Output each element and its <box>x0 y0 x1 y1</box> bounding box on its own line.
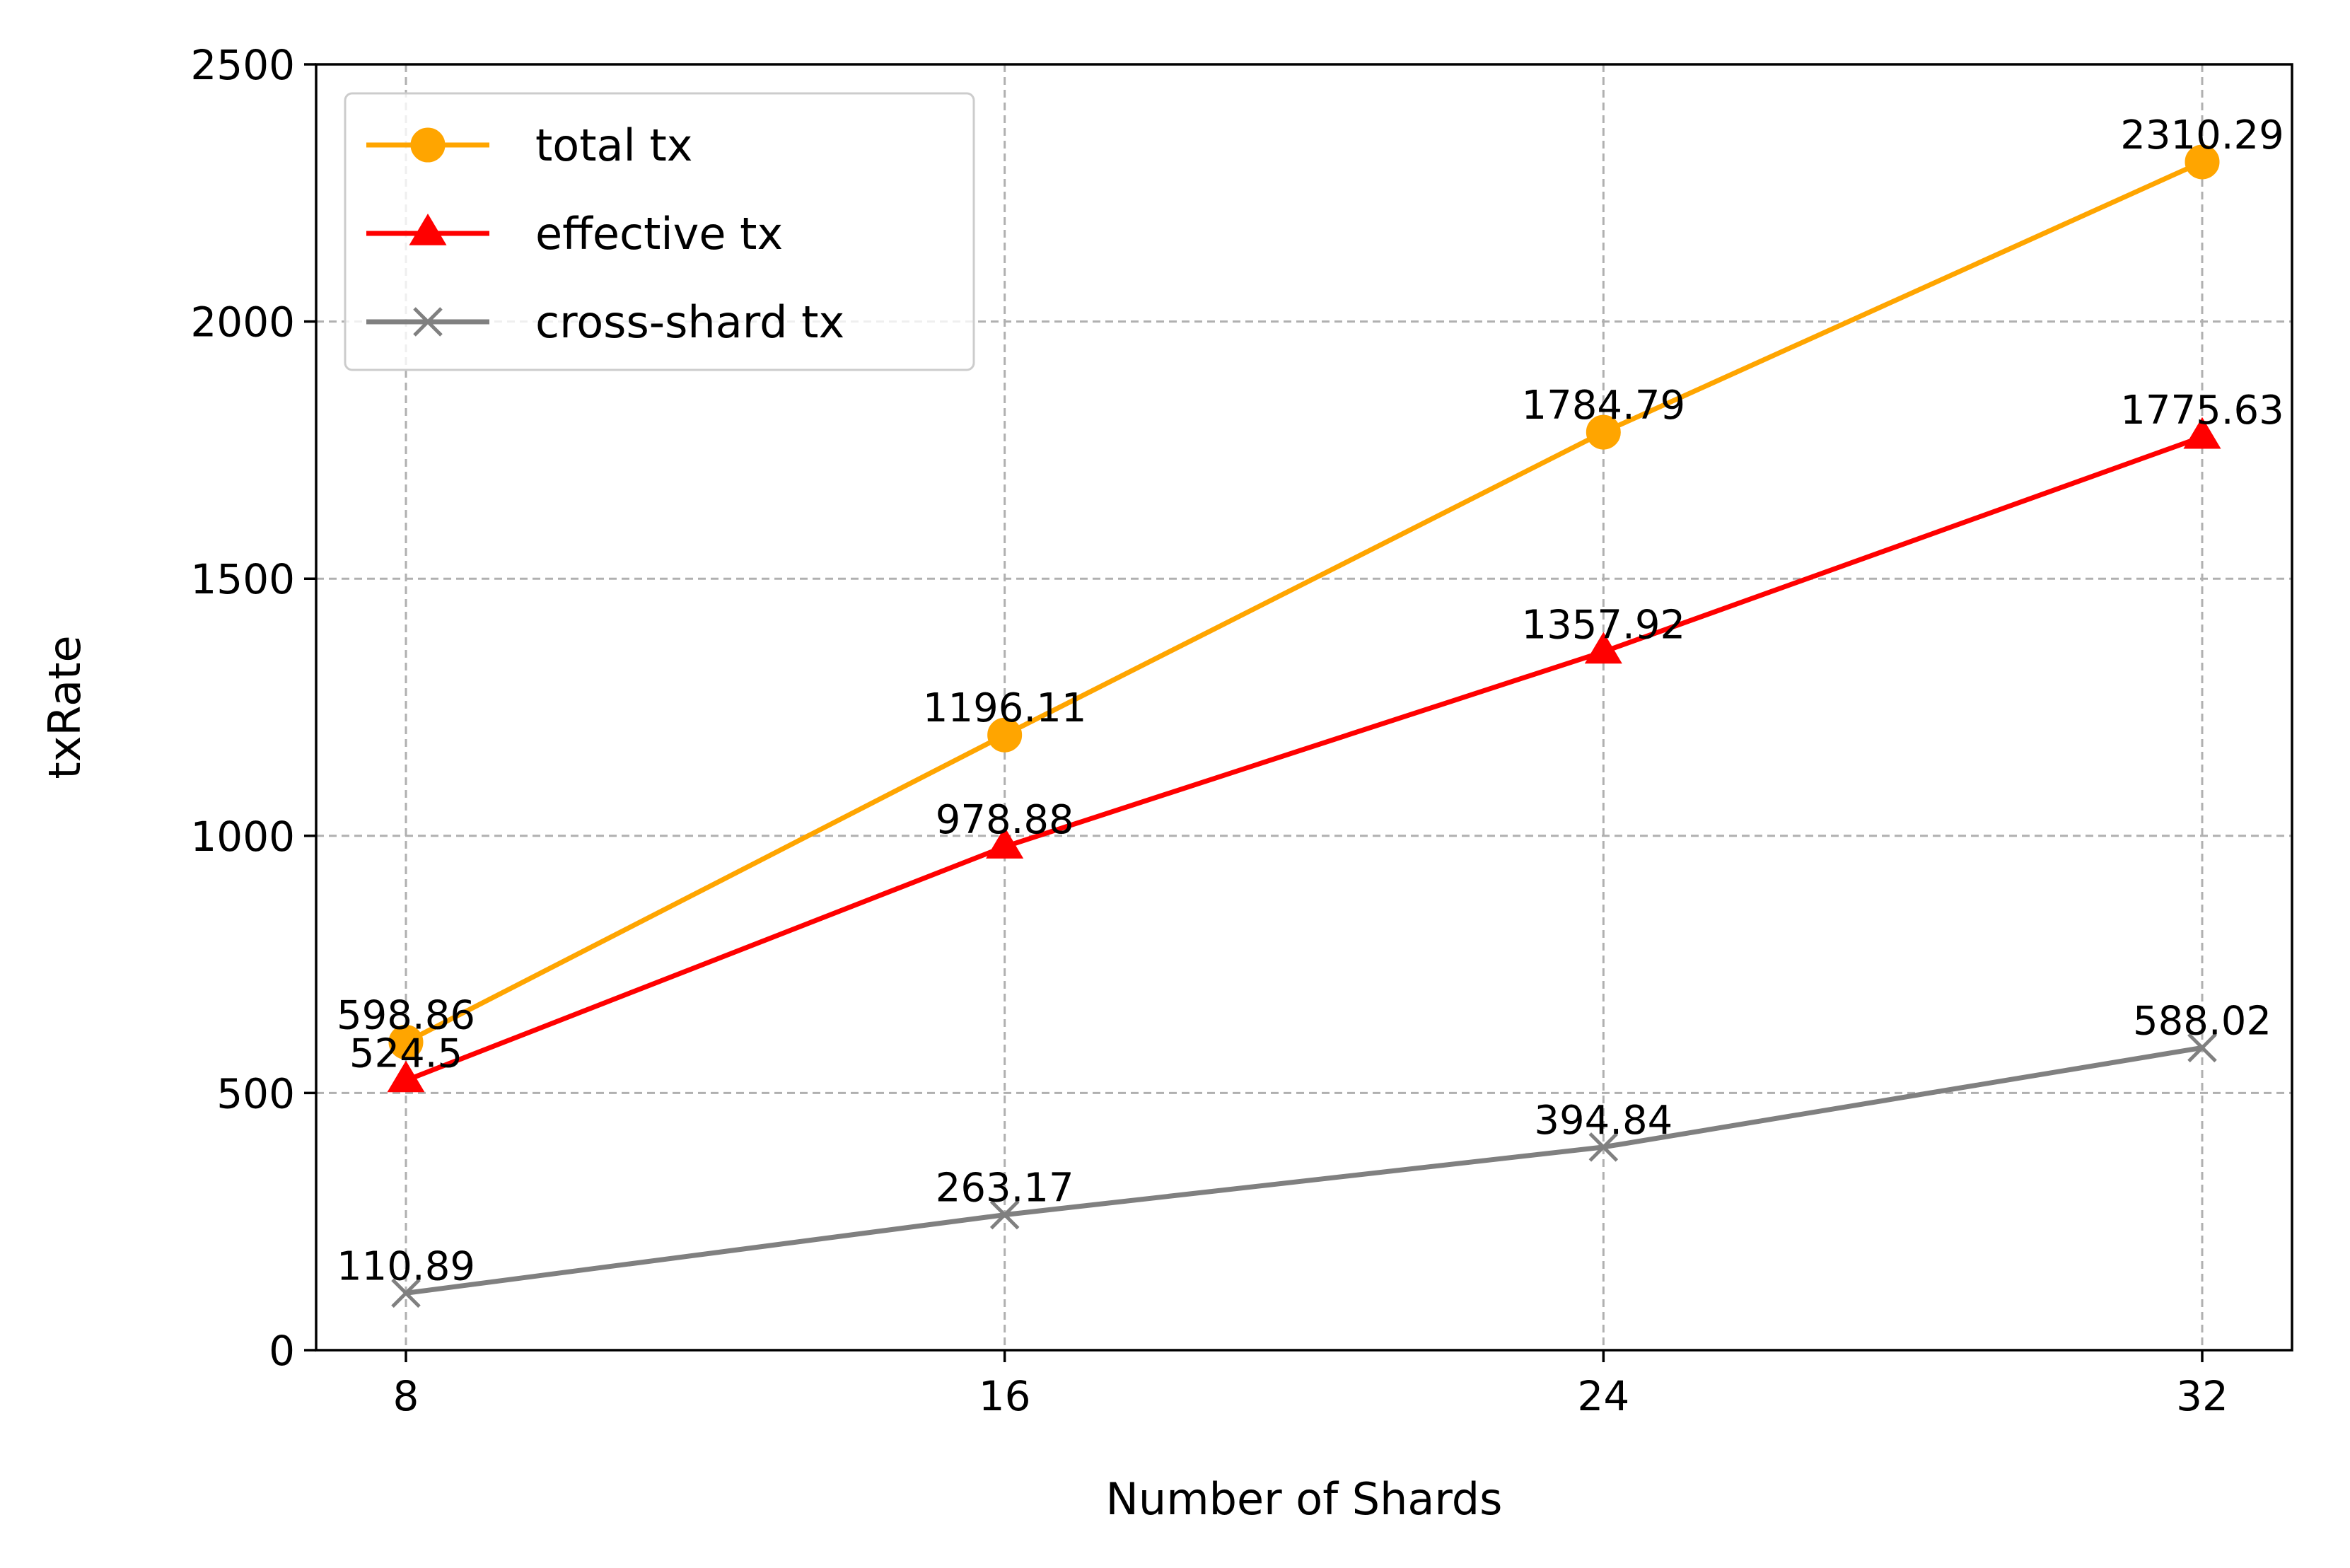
data-label: 1784.79 <box>1522 383 1686 429</box>
y-tick-label: 2000 <box>190 298 295 347</box>
series-line-cross-shard-tx <box>403 1045 2206 1296</box>
data-point-total-tx <box>2185 144 2220 180</box>
series-line-total-tx <box>402 158 2206 1046</box>
data-label: 110.89 <box>337 1243 475 1289</box>
data-point-cross-shard-tx <box>2187 1033 2217 1063</box>
legend-marker-effective-tx <box>409 214 447 245</box>
data-label: 1196.11 <box>923 685 1087 731</box>
legend-box <box>344 92 975 371</box>
data-label: 263.17 <box>936 1166 1074 1212</box>
data-point-effective-tx <box>2183 417 2221 449</box>
data-point-effective-tx <box>1584 632 1622 664</box>
data-label: 588.02 <box>2133 998 2272 1044</box>
legend-label: total tx <box>535 120 692 171</box>
data-label: 978.88 <box>936 797 1074 843</box>
legend-label: cross-shard tx <box>535 296 844 348</box>
x-tick-label: 8 <box>393 1372 419 1420</box>
axis-layer: 8 16 24 32 0 500 1000 1500 2000 2500 <box>190 41 2228 1420</box>
data-point-total-tx <box>1586 414 1621 450</box>
data-label-layer: 598.86 1196.11 1784.79 2310.29 524.5 978.88 13… <box>337 112 2284 1289</box>
x-tick-label: 16 <box>979 1372 1031 1420</box>
legend-marker-total-tx <box>410 127 446 163</box>
x-tick-label: 24 <box>1577 1372 1629 1420</box>
series-layer <box>387 144 2221 1308</box>
legend-label: effective tx <box>535 208 783 260</box>
y-axis-title: txRate <box>39 635 91 779</box>
data-label: 524.5 <box>349 1031 463 1077</box>
series-line-effective-tx <box>402 434 2206 1084</box>
legend: total tx effective tx cross-shard tx <box>344 92 975 371</box>
data-point-cross-shard-tx <box>391 1278 421 1308</box>
legend-marker-cross-shard-tx <box>413 307 443 337</box>
data-label: 394.84 <box>1534 1098 1673 1144</box>
x-tick-label: 32 <box>2176 1372 2228 1420</box>
y-tick-label: 0 <box>269 1327 295 1375</box>
y-tick-label: 2500 <box>190 41 295 89</box>
data-label: 2310.29 <box>2120 112 2284 158</box>
y-tick-label: 1500 <box>190 555 295 603</box>
data-label: 598.86 <box>337 993 475 1039</box>
data-point-total-tx <box>388 1025 424 1060</box>
data-point-total-tx <box>987 717 1023 753</box>
plot-frame <box>315 63 2293 1352</box>
y-tick-label: 500 <box>216 1069 295 1117</box>
data-point-cross-shard-tx <box>989 1200 1020 1230</box>
data-label: 1775.63 <box>2120 388 2284 434</box>
data-point-effective-tx <box>387 1060 425 1093</box>
legend-entries: total tx effective tx cross-shard tx <box>366 120 844 348</box>
data-label: 1357.92 <box>1522 603 1686 649</box>
x-axis-title: Number of Shards <box>1106 1473 1503 1525</box>
y-tick-label: 1000 <box>190 813 295 861</box>
data-point-effective-tx <box>986 827 1024 859</box>
data-point-cross-shard-tx <box>1588 1132 1619 1162</box>
